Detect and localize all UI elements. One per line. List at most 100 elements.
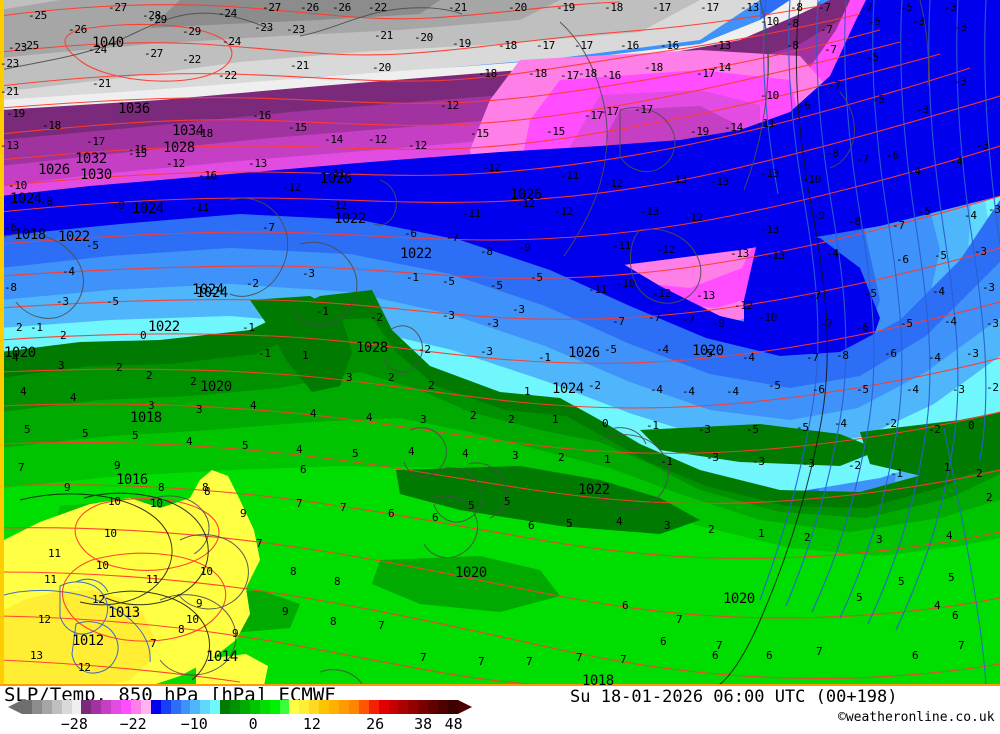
temperature-value-label: -13 — [712, 39, 731, 52]
temperature-value-label: -11 — [326, 167, 345, 180]
slp-temp-850-contour-map[interactable]: -25 -27 -28 -24 -27 -26 -26 -22 -21 -20 -19 -18 -17-… — [0, 0, 1000, 686]
isobar-pressure-label: 1020 — [692, 343, 724, 359]
temperature-value-label: 8 — [178, 623, 185, 636]
temperature-value-label: -11 — [462, 207, 481, 220]
temperature-value-label: 7 — [526, 655, 533, 668]
temperature-value-label: -15 — [128, 143, 147, 156]
temperature-value-label: 8 — [290, 565, 297, 578]
temperature-value-label: 5 — [132, 429, 139, 442]
temperature-value-label: -5 — [934, 249, 947, 262]
temperature-value-label: -19 — [690, 125, 709, 138]
temperature-value-label: 1 — [604, 453, 611, 466]
isobar-pressure-label: 1013 — [108, 605, 140, 621]
temperature-value-label: -7 — [828, 79, 841, 92]
temperature-value-label: -4 — [656, 343, 669, 356]
colorbar-tick-label: 12 — [302, 715, 321, 733]
temperature-value-label: -5 — [768, 379, 781, 392]
temperature-value-label: -15 — [470, 127, 489, 140]
temperature-value-label: 8 — [334, 575, 341, 588]
temperature-value-label: -3 — [512, 303, 525, 316]
temperature-value-label: -17 — [86, 135, 105, 148]
temperature-value-label: -1 — [646, 419, 659, 432]
temperature-value-label: 2 — [146, 369, 153, 382]
temperature-value-label: 7 — [378, 619, 385, 632]
temperature-value-label: -1 — [258, 347, 271, 360]
colorbar-swatch — [319, 700, 330, 714]
temperature-value-label: -10 — [760, 89, 779, 102]
colorbar-swatch — [160, 700, 171, 714]
colorbar-tick-label: 0 — [248, 715, 258, 733]
temperature-value-label: 2 — [16, 321, 23, 334]
colorbar-swatch — [239, 700, 250, 714]
temperature-value-label: -11 — [612, 239, 631, 252]
temperature-value-label: -3 — [480, 345, 493, 358]
temperature-value-label: 7 — [340, 501, 347, 514]
temperature-value-label: -8 — [790, 1, 803, 14]
colorbar-high-arrow-icon — [458, 700, 472, 714]
temperature-value-label: 3 — [664, 519, 671, 532]
temperature-value-label: -15 — [546, 125, 565, 138]
temperature-value-label: -9 — [112, 199, 125, 212]
colorbar-swatch — [418, 700, 429, 714]
temperature-value-label: -13 — [760, 223, 779, 236]
colorbar-swatch — [150, 700, 161, 714]
temperature-value-label: 6 — [952, 609, 959, 622]
isobar-pressure-label: 1018 — [130, 410, 162, 426]
temperature-value-label: -4 — [742, 351, 755, 364]
temperature-value-label: -20 — [372, 61, 391, 74]
temperature-value-label: 5 — [352, 447, 359, 460]
colorbar-swatch — [91, 700, 102, 714]
temperature-value-label: -16 — [252, 109, 271, 122]
isobar-pressure-label: 1024 — [552, 381, 584, 397]
temperature-value-label: -13 — [710, 175, 729, 188]
temperature-value-label: -3 — [706, 451, 719, 464]
temperature-value-label: -5 — [796, 421, 809, 434]
temperature-value-label: 6 — [528, 519, 535, 532]
colorbar-swatch — [210, 700, 221, 714]
temperature-value-label: -27 — [108, 1, 127, 14]
temperature-value-label: 4 — [186, 435, 193, 448]
temperature-value-label: -8 — [826, 147, 839, 160]
colorbar-swatch — [230, 700, 240, 714]
temperature-value-label: 8 — [158, 481, 165, 494]
colorbar-swatches — [22, 700, 458, 714]
temperature-value-label: 1 — [302, 349, 309, 362]
temperature-value-label: 7 — [296, 497, 303, 510]
temperature-value-label: 11 — [146, 573, 159, 586]
temperature-value-label: -26 — [332, 1, 351, 14]
temperature-value-label: -18 — [644, 61, 663, 74]
temperature-value-label: -5 — [872, 93, 885, 106]
temperature-value-label: 0 — [140, 329, 147, 342]
temperature-value-label: -17 — [560, 69, 579, 82]
temperature-value-label: -13 — [248, 157, 267, 170]
temperature-value-label: 10 — [200, 565, 213, 578]
temperature-value-label: 4 — [310, 407, 317, 420]
temperature-value-label: -7 — [612, 315, 625, 328]
colorbar-tick-label: 38 — [414, 715, 433, 733]
temperature-value-label: -3 — [966, 347, 979, 360]
isobar-pressure-label: 1022 — [334, 211, 366, 227]
colorbar-low-arrow-icon — [8, 700, 22, 714]
temperature-value-label: -17 — [574, 39, 593, 52]
temperature-value-label: 5 — [24, 423, 31, 436]
temperature-value-label: 7 — [420, 651, 427, 664]
temperature-value-label: 11 — [44, 573, 57, 586]
temperature-value-label: -17 — [600, 105, 619, 118]
temperature-value-label: -8 — [40, 195, 53, 208]
temperature-value-label: -23 — [254, 21, 273, 34]
temperature-value-label: -12 — [604, 177, 623, 190]
temperature-value-label: 3 — [420, 413, 427, 426]
colorbar-swatch — [309, 700, 320, 714]
temperature-value-label: -13 — [766, 249, 785, 262]
temperature-colorbar[interactable]: −28 −22 −10 0 12 26 38 48 — [0, 700, 480, 734]
temperature-value-label: -29 — [148, 13, 167, 26]
temperature-value-label: -27 — [262, 1, 281, 14]
temperature-value-label: -2 — [884, 417, 897, 430]
temperature-value-label: -17 — [652, 1, 671, 14]
temperature-value-label: -26 — [68, 23, 87, 36]
temperature-value-label: 6 — [388, 507, 395, 520]
temperature-value-label: -9 — [518, 241, 531, 254]
temperature-value-label: -10 — [758, 311, 777, 324]
colorbar-swatch — [130, 700, 141, 714]
colorbar-swatch — [22, 700, 32, 714]
